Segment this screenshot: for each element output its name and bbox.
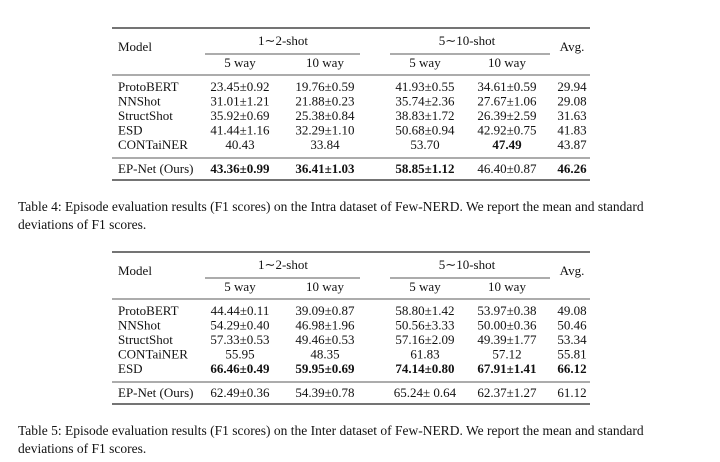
header-avg: Avg. [560, 263, 585, 278]
caption: Table 5: Episode evaluation results (F1 … [18, 423, 644, 438]
header-sub: 5 way [224, 55, 256, 70]
cell: 57.16±2.09 [395, 332, 454, 347]
cell: 50.00±0.36 [477, 317, 537, 332]
cell: 40.43 [225, 137, 254, 152]
cell: 66.46±0.49 [210, 361, 270, 376]
cell: 41.93±0.55 [395, 79, 454, 94]
cell: 32.29±1.10 [295, 122, 354, 137]
cell: 61.83 [410, 346, 439, 361]
header-group: 1∼2-shot [258, 33, 308, 48]
cell: 61.12 [557, 385, 586, 400]
cell: 25.38±0.84 [295, 108, 355, 123]
cell: 49.39±1.77 [477, 332, 537, 347]
cell: 43.87 [557, 137, 587, 152]
cell: 23.45±0.92 [210, 79, 269, 94]
caption: Table 4: Episode evaluation results (F1 … [18, 199, 644, 214]
cell: 46.26 [557, 161, 587, 176]
cell: 49.08 [557, 303, 586, 318]
cell: 29.08 [557, 93, 586, 108]
cell: 43.36±0.99 [210, 161, 270, 176]
cell: 31.63 [557, 108, 586, 123]
cell: 57.33±0.53 [210, 332, 269, 347]
cell: 57.12 [492, 346, 521, 361]
cell: 34.61±0.59 [477, 79, 536, 94]
cell: 42.92±0.75 [477, 122, 536, 137]
header-sub: 10 way [306, 279, 344, 294]
cell: 33.84 [310, 137, 340, 152]
cell: 47.49 [492, 137, 522, 152]
row-label: StructShot [118, 108, 173, 123]
cell: 49.46±0.53 [295, 332, 354, 347]
header-sub: 5 way [409, 279, 441, 294]
cell: 53.34 [557, 332, 587, 347]
row-label: ESD [118, 122, 143, 137]
header-model: Model [118, 39, 152, 54]
cell: 39.09±0.87 [295, 303, 355, 318]
cell: 62.37±1.27 [477, 385, 537, 400]
cell: 35.92±0.69 [210, 108, 269, 123]
cell: 36.41±1.03 [295, 161, 355, 176]
cell: 44.44±0.11 [211, 303, 270, 318]
cell: 67.91±1.41 [477, 361, 536, 376]
cell: 29.94 [557, 79, 587, 94]
cell: 55.81 [557, 346, 586, 361]
cell: 41.44±1.16 [210, 122, 270, 137]
cell: 66.12 [557, 361, 586, 376]
row-label: EP-Net (Ours) [118, 161, 193, 176]
cell: 62.49±0.36 [210, 385, 270, 400]
cell: 19.76±0.59 [295, 79, 354, 94]
caption: deviations of F1 scores. [18, 217, 146, 232]
cell: 27.67±1.06 [477, 93, 537, 108]
cell: 46.98±1.96 [295, 317, 355, 332]
cell: 31.01±1.21 [210, 93, 269, 108]
header-sub: 10 way [488, 55, 526, 70]
cell: 21.88±0.23 [295, 93, 354, 108]
row-label: EP-Net (Ours) [118, 385, 193, 400]
row-label: NNShot [118, 317, 161, 332]
row-label: StructShot [118, 332, 173, 347]
row-label: ESD [118, 361, 143, 376]
cell: 54.39±0.78 [295, 385, 354, 400]
cell: 50.68±0.94 [395, 122, 455, 137]
cell: 58.85±1.12 [395, 161, 454, 176]
row-label: CONTaiNER [118, 137, 188, 152]
header-sub: 5 way [224, 279, 256, 294]
cell: 35.74±2.36 [395, 93, 455, 108]
cell: 55.95 [225, 346, 254, 361]
header-sub: 5 way [409, 55, 441, 70]
caption: deviations of F1 scores. [18, 441, 146, 456]
row-label: ProtoBERT [118, 79, 179, 94]
row-label: CONTaiNER [118, 346, 188, 361]
cell: 41.83 [557, 122, 586, 137]
cell: 53.97±0.38 [477, 303, 536, 318]
cell: 48.35 [310, 346, 339, 361]
cell: 50.56±3.33 [395, 317, 454, 332]
cell: 50.46 [557, 317, 587, 332]
header-sub: 10 way [306, 55, 344, 70]
cell: 38.83±1.72 [395, 108, 454, 123]
header-group: 5∼10-shot [439, 33, 496, 48]
cell: 53.70 [410, 137, 439, 152]
header-group: 5∼10-shot [439, 257, 496, 272]
cell: 65.24± 0.64 [394, 385, 457, 400]
header-sub: 10 way [488, 279, 526, 294]
header-group: 1∼2-shot [258, 257, 308, 272]
cell: 59.95±0.69 [295, 361, 355, 376]
header-model: Model [118, 263, 152, 278]
cell: 46.40±0.87 [477, 161, 537, 176]
row-label: ProtoBERT [118, 303, 179, 318]
cell: 54.29±0.40 [210, 317, 269, 332]
cell: 58.80±1.42 [395, 303, 454, 318]
cell: 26.39±2.59 [477, 108, 536, 123]
cell: 74.14±0.80 [395, 361, 454, 376]
header-avg: Avg. [560, 39, 585, 54]
row-label: NNShot [118, 93, 161, 108]
